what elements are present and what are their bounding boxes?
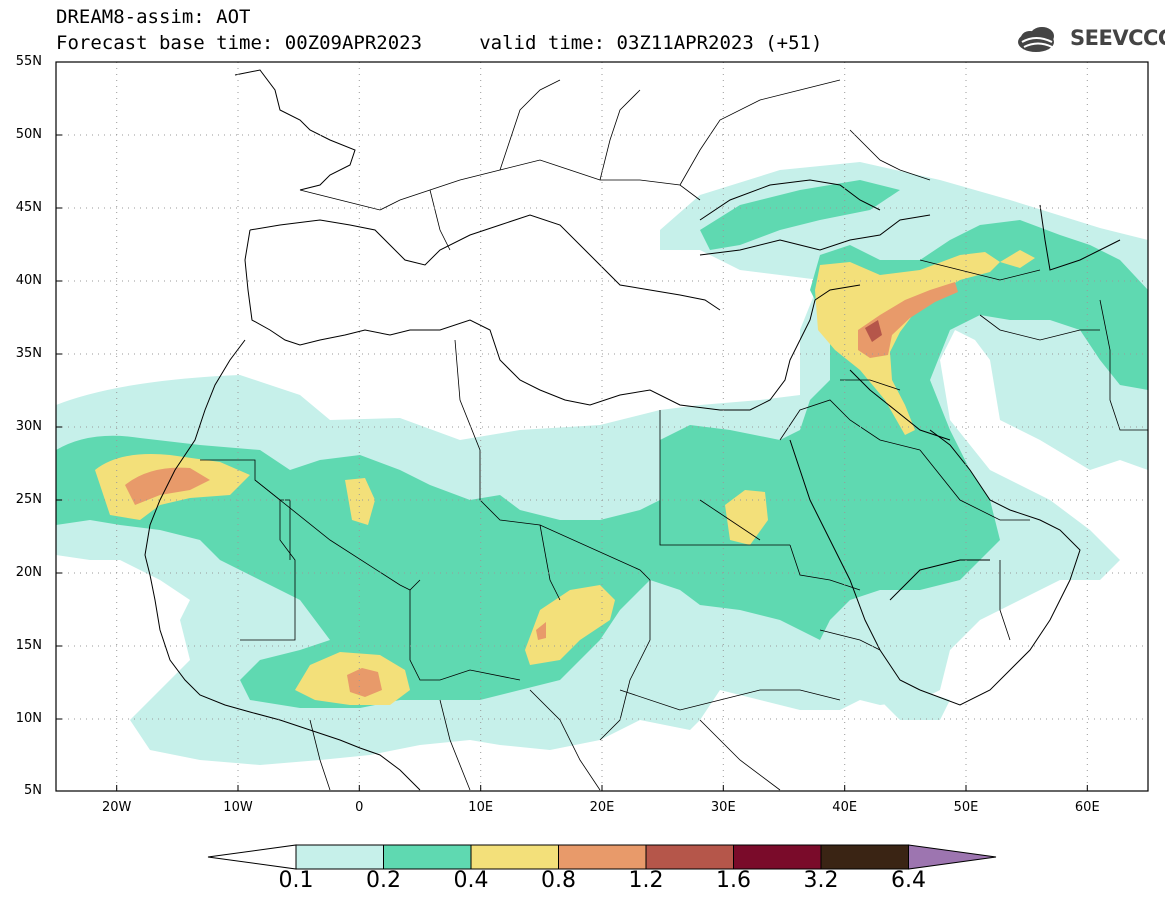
lon-label: 20W (101, 800, 132, 815)
colorbar-label: 0.4 (453, 868, 489, 893)
colorbar-swatch-3 (470, 844, 559, 870)
axis-ticks (56, 61, 1088, 791)
lon-label: 10W (223, 800, 253, 815)
lon-label: 10E (468, 800, 494, 815)
colorbar-swatch-6 (733, 844, 822, 870)
colorbar-swatch-7 (820, 844, 909, 870)
lon-label: 20E (589, 800, 615, 815)
aot-band-0.8 (125, 282, 958, 697)
aot-band-1.2 (865, 320, 882, 342)
colorbar-label: 0.1 (278, 868, 314, 893)
colorbar-label: 1.2 (628, 868, 664, 893)
colorbar-overflow-arrow (908, 844, 997, 870)
lat-label: 30N (15, 419, 42, 434)
colorbar-swatch-2 (383, 844, 472, 870)
cloud-logo-icon (1018, 27, 1054, 52)
lat-label: 20N (15, 565, 42, 580)
logo-text: SEEVCCC (1070, 26, 1165, 50)
lat-label: 5N (24, 783, 42, 798)
colorbar-label: 3.2 (803, 868, 839, 893)
aot-fields (56, 162, 1148, 765)
lon-label: 60E (1074, 800, 1100, 815)
colorbar-swatch-5 (645, 844, 734, 870)
colorbar-underflow-arrow (207, 844, 297, 870)
lon-label: 30E (710, 800, 736, 815)
lat-label: 25N (15, 492, 42, 507)
lat-label: 35N (15, 346, 42, 361)
lat-label: 45N (15, 200, 42, 215)
lat-label: 40N (15, 273, 42, 288)
lon-label: 50E (953, 800, 979, 815)
colorbar-swatch-1 (295, 844, 384, 870)
map-title: DREAM8-assim: AOT (56, 6, 251, 28)
colorbar-label: 1.6 (716, 868, 751, 893)
lon-label: 40E (832, 800, 858, 815)
colorbar (207, 844, 997, 870)
colorbar-swatch-4 (558, 844, 647, 870)
lon-label: 0 (355, 800, 364, 815)
lat-label: 15N (15, 638, 42, 653)
lat-label: 55N (15, 54, 42, 69)
colorbar-label: 6.4 (891, 868, 926, 893)
colorbar-label: 0.8 (541, 868, 576, 893)
country-borders (200, 79, 1148, 791)
graticule (56, 62, 1148, 791)
coastlines (144, 69, 1121, 791)
lat-label: 10N (15, 711, 42, 726)
lat-label: 50N (15, 127, 42, 142)
map-subtitle: Forecast base time: 00Z09APR2023 valid t… (56, 32, 823, 54)
colorbar-label: 0.2 (366, 868, 401, 893)
